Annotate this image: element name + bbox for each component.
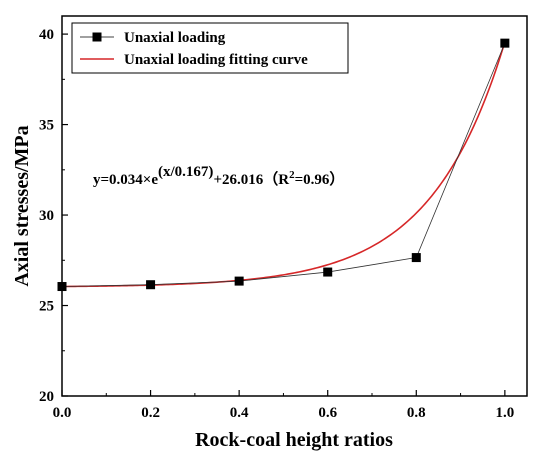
- fit-curve-layer: [61, 41, 506, 288]
- eq-prefix: y=0.034×e: [93, 172, 158, 188]
- y-axis-ticks: 20 25 30 35 40: [39, 27, 68, 405]
- x-tick-label: 1.0: [495, 405, 514, 421]
- data-point: [57, 282, 67, 292]
- x-tick-label: 0.8: [407, 405, 426, 421]
- legend-marker-data: [92, 32, 102, 42]
- data-series-line: [61, 42, 506, 287]
- data-series-layer: [57, 38, 510, 292]
- y-tick-label: 30: [39, 208, 54, 224]
- x-tick-label: 0.4: [230, 405, 249, 421]
- x-tick-label: 0.6: [318, 405, 337, 421]
- fit-equation: y=0.034×e(x/0.167)+26.016（R2=0.96）: [93, 164, 344, 188]
- legend: Unaxial loading Unaxial loading fitting …: [71, 22, 349, 74]
- fit-curve: [61, 41, 506, 288]
- legend-label-data: Unaxial loading: [124, 30, 226, 46]
- y-tick-label: 40: [39, 27, 54, 43]
- eq-r2-sup: 2: [289, 169, 295, 181]
- legend-label-fit: Unaxial loading fitting curve: [124, 52, 308, 68]
- eq-suffix: =0.96）: [295, 170, 345, 188]
- y-tick-label: 35: [39, 118, 54, 134]
- data-point: [323, 267, 333, 277]
- eq-exponent: (x/0.167): [158, 164, 213, 180]
- data-point: [411, 253, 421, 263]
- y-tick-label: 20: [39, 389, 54, 405]
- x-tick-label: 0.2: [141, 405, 160, 421]
- y-tick-label: 25: [39, 299, 54, 315]
- y-axis-title: Axial stresses/MPa: [11, 125, 33, 286]
- data-point: [234, 276, 244, 286]
- x-tick-label: 0.0: [53, 405, 72, 421]
- x-axis-ticks: 0.0 0.2 0.4 0.6 0.8 1.0: [53, 390, 514, 421]
- legend-box: [71, 22, 349, 74]
- x-axis-title: Rock-coal height ratios: [195, 429, 393, 451]
- eq-middle: +26.016（R: [213, 170, 289, 188]
- plot-frame: [61, 15, 528, 397]
- data-point: [500, 38, 510, 48]
- data-point: [146, 280, 156, 290]
